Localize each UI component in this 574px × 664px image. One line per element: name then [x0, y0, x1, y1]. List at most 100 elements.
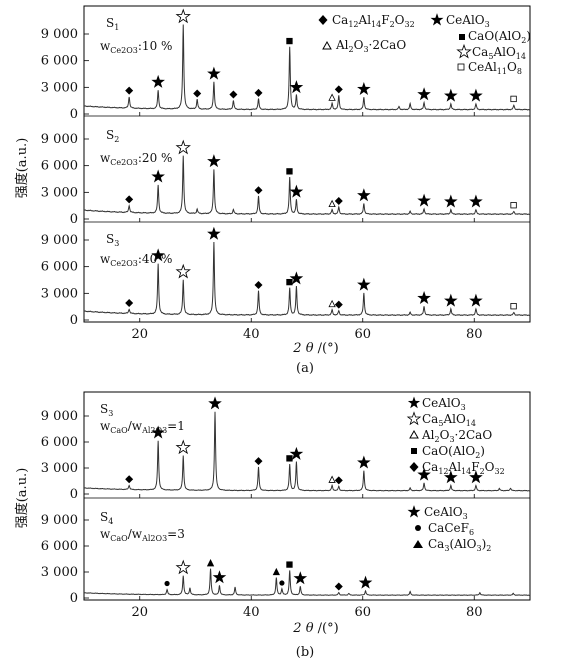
peak-marker-diamond-filled: [254, 186, 263, 195]
peak-marker-star-open: [176, 560, 191, 574]
peak-marker-diamond-filled: [125, 86, 134, 95]
xrd-panel-s4: 0 3 000 6 000 9 000: [41, 513, 531, 606]
peak-marker-square-filled: [286, 455, 293, 462]
peak-marker-circle-filled: [164, 580, 170, 587]
peak-marker-diamond-filled: [334, 196, 343, 205]
legend-b-al2o3: Al2O3·2CaO: [421, 428, 492, 444]
series-label-s2: S2: [106, 128, 119, 144]
peak-marker-star-filled: [358, 575, 373, 589]
y-tick-label: 0: [70, 487, 78, 502]
peak-marker-diamond-filled: [125, 475, 134, 484]
peak-marker-diamond-filled: [254, 280, 263, 289]
y-tick-label: 0: [70, 591, 78, 606]
peak-marker-triangle-filled: [206, 559, 215, 567]
peak-marker-star-open: [176, 140, 191, 154]
peak-marker-star-filled: [469, 194, 483, 208]
x-tick-label: 80: [466, 327, 483, 342]
peak-marker-star-filled: [417, 87, 431, 101]
peak-marker-square-open: [510, 303, 517, 310]
y-tick-label: 0: [70, 212, 78, 227]
star-filled-icon: [430, 13, 444, 26]
xrd-line-s4: [83, 568, 531, 596]
xrd-line-s3: [83, 241, 531, 317]
peak-marker-star-open: [176, 440, 191, 454]
peak-marker-star-filled: [151, 169, 165, 183]
legend-b-ca5: Ca5AlO14: [422, 412, 476, 428]
y-tick-label: 6 000: [41, 260, 78, 275]
xrd-panel-s3: 0 3 000 6 000 9 000: [41, 226, 531, 328]
series-label-s3-b: S3: [100, 402, 113, 418]
y-tick-label: 6 000: [41, 159, 78, 174]
legend-a-ca5: Ca5AlO14: [472, 45, 526, 61]
series-label-s3: S3: [106, 232, 119, 248]
peak-marker-diamond-filled: [334, 582, 343, 591]
y-tick-label: 9 000: [41, 27, 78, 42]
xrd-panel-s2: 0 3 000 6 000 9 000: [41, 132, 531, 227]
peak-marker-star-filled: [208, 396, 222, 410]
x-ticks-a: 20 40 60 80: [131, 112, 483, 342]
y-axis-label-b: 强度(a.u.): [14, 468, 30, 529]
y-axis-label-a: 强度(a.u.): [14, 138, 30, 199]
x-tick-label: 20: [131, 327, 148, 342]
x-tick-label: 80: [466, 605, 483, 620]
peak-marker-star-filled: [357, 188, 371, 202]
legend-a: Ca12Al14F2O32 CeAlO3 CaO(AlO2) Al2O3·2Ca…: [318, 13, 531, 76]
peak-marker-square-filled: [286, 37, 293, 45]
y-tick-label: 6 000: [41, 54, 78, 69]
legend-b-s4: CeAlO3 CaCeF6 Ca3(AlO3)2: [407, 505, 491, 553]
x-tick-label: 60: [354, 327, 371, 342]
peak-marker-star-filled: [469, 293, 483, 307]
peak-marker-star-filled: [357, 455, 371, 469]
peak-marker-diamond-filled: [125, 299, 134, 308]
series-label-s1: S1: [106, 16, 119, 32]
series-label-s4: S4: [100, 510, 113, 526]
y-tick-label: 3 000: [41, 461, 78, 476]
peak-marker-star-filled: [357, 81, 371, 95]
figure-label-a: (a): [296, 361, 314, 376]
peak-marker-diamond-filled: [125, 195, 134, 204]
annotation-s2: wCe2O3:20 %: [100, 151, 172, 167]
y-tick-label: 6 000: [41, 539, 78, 554]
legend-b4-cacef6: CaCeF6: [428, 521, 474, 537]
peak-marker-star-filled: [357, 277, 371, 291]
y-tick-label: 6 000: [41, 435, 78, 450]
peak-marker-star-filled: [444, 194, 458, 208]
peak-marker-square-open: [510, 202, 517, 209]
legend-b-cealo3: CeAlO3: [422, 396, 466, 412]
x-ticks-b: 20 40 60 80: [131, 494, 483, 620]
peak-marker-star-open: [176, 9, 191, 23]
x-axis-label-a: 2 θ /(°): [292, 341, 338, 356]
x-tick-label: 40: [243, 327, 260, 342]
x-tick-label: 60: [354, 605, 371, 620]
legend-a-cealo3: CeAlO3: [446, 13, 490, 29]
y-tick-label: 9 000: [41, 513, 78, 528]
xrd-panel-s3: 0 3 000 6 000 9 000: [41, 396, 531, 502]
diamond-icon: [318, 15, 328, 25]
peak-marker-square-filled: [286, 561, 293, 568]
figure-label-b: (b): [296, 645, 314, 660]
triangle-filled-icon: [413, 540, 423, 548]
legend-a-caoalo2: CaO(AlO2): [468, 29, 531, 45]
peak-marker-star-filled: [289, 184, 304, 198]
star-open-icon: [407, 412, 421, 425]
peak-marker-triangle-open: [328, 299, 336, 308]
xrd-line-s2: [83, 155, 531, 216]
peak-marker-diamond-filled: [229, 90, 238, 99]
peak-marker-triangle-filled: [272, 567, 280, 576]
star-open-icon: [457, 44, 471, 58]
annotation-s3-b: wCaO/wAl2O3=1: [100, 419, 185, 435]
peak-marker-star-filled: [417, 193, 431, 207]
annotation-s3: wCe2O3:40 %: [100, 252, 172, 268]
y-tick-label: 9 000: [41, 409, 78, 424]
y-tick-label: 0: [70, 107, 78, 122]
y-tick-label: 3 000: [41, 565, 78, 580]
peak-marker-square-filled: [286, 168, 293, 175]
peak-marker-star-filled: [444, 293, 458, 307]
legend-a-al2o3: Al2O3·2CaO: [335, 38, 406, 54]
square-open-icon: [457, 63, 465, 71]
legend-a-ca12: Ca12Al14F2O32: [332, 13, 415, 29]
peak-marker-square-open: [510, 95, 517, 103]
legend-b4-cealo3: CeAlO3: [424, 505, 468, 521]
peak-marker-diamond-filled: [254, 457, 263, 466]
figure-a: 20 40 60 80 0 3 000 6 000 9 000 0 3 000 6 000 9 00…: [14, 5, 531, 376]
